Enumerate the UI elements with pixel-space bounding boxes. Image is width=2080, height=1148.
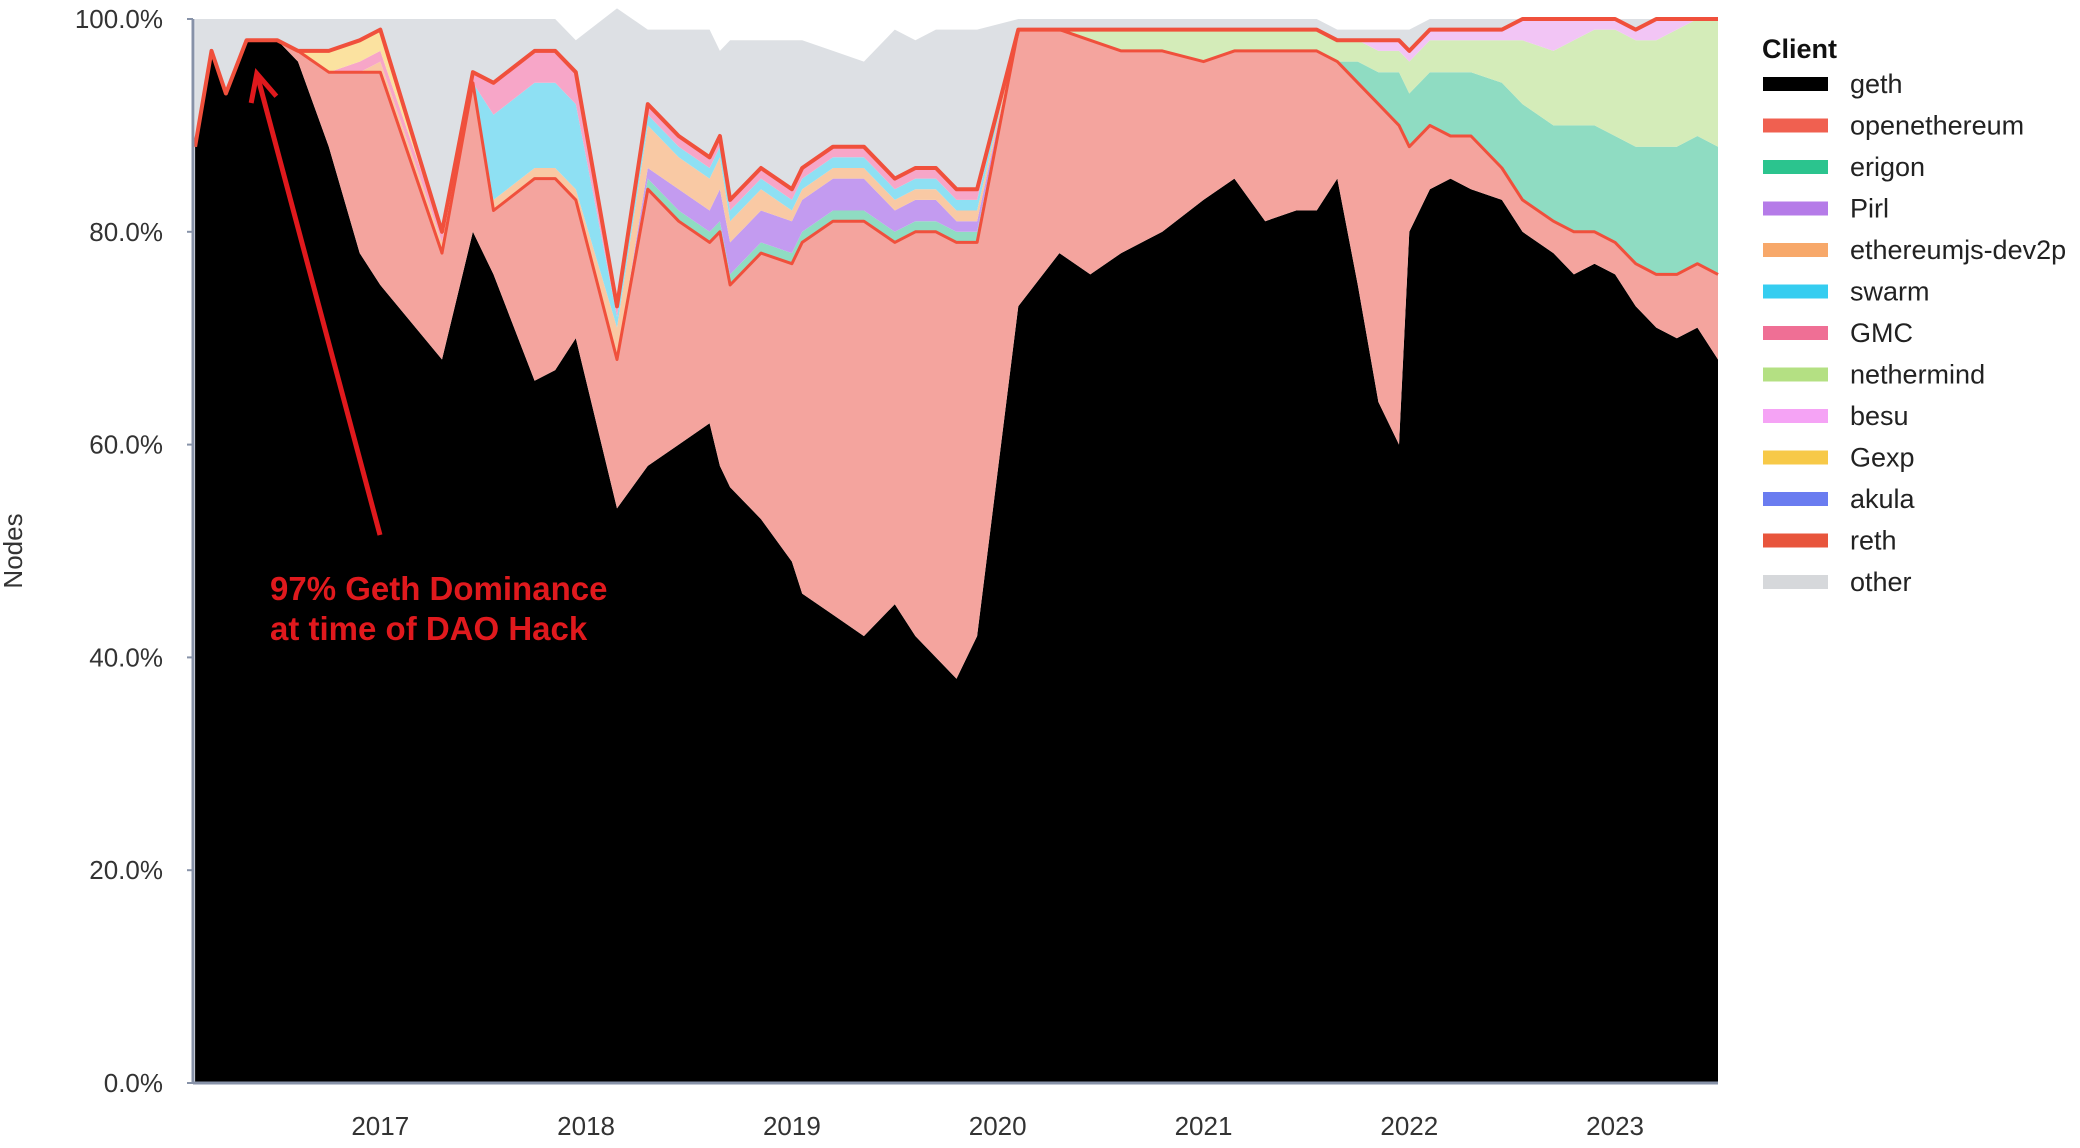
legend-swatch-geth	[1763, 77, 1828, 91]
legend-label-erigon: erigon	[1850, 152, 1925, 182]
series-area-openethereum	[195, 29, 1719, 679]
legend-label-akula: akula	[1850, 484, 1916, 514]
x-tick-label: 2017	[351, 1111, 409, 1141]
legend-swatch-gexp	[1763, 450, 1828, 465]
x-tick-label: 2023	[1586, 1111, 1644, 1141]
legend-title: Client	[1762, 34, 1837, 64]
legend-swatch-akula	[1763, 492, 1828, 506]
series-area-gmc	[195, 29, 1719, 317]
x-axis: 2017 2018 2019 2020 2021 2022 2023	[193, 1081, 1718, 1141]
annotation-arrow-shaft	[254, 72, 383, 536]
x-tick-label: 2021	[1175, 1111, 1233, 1141]
legend-label-ethereumjs-dev2p: ethereumjs-dev2p	[1850, 235, 2066, 265]
dao-hack-annotation: 97% Geth Dominance at time of DAO Hack	[248, 68, 607, 647]
y-axis-title: Nodes	[0, 513, 28, 588]
y-tick-label: 40.0%	[89, 642, 163, 672]
y-tick-label: 0.0%	[104, 1068, 163, 1098]
legend-label-geth: geth	[1850, 69, 1903, 99]
annotation-arrow-head	[248, 68, 279, 104]
legend-label-besu: besu	[1850, 401, 1909, 431]
x-tick-label: 2019	[763, 1111, 821, 1141]
x-tick-label: 2020	[969, 1111, 1027, 1141]
plot-area	[193, 8, 1719, 1083]
x-tick-label: 2022	[1380, 1111, 1438, 1141]
boundary-line-openethereum	[193, 28, 1719, 361]
y-axis: 0.0% 20.0% 40.0% 60.0% 80.0% 100.0%	[75, 4, 195, 1098]
legend-label-gexp: Gexp	[1850, 443, 1915, 473]
legend-swatch-ethereumjs-dev2p	[1763, 243, 1828, 257]
y-tick-label: 20.0%	[89, 855, 163, 885]
y-tick-label: 100.0%	[75, 4, 163, 34]
legend-swatch-besu	[1763, 409, 1828, 423]
legend-label-nethermind: nethermind	[1850, 360, 1985, 390]
x-tick-label: 2018	[557, 1111, 615, 1141]
legend-swatch-pirl	[1763, 201, 1828, 216]
legend-swatch-erigon	[1763, 160, 1828, 174]
legend-label-swarm: swarm	[1850, 277, 1930, 307]
series-area-swarm	[195, 29, 1719, 328]
legend-label-reth: reth	[1850, 526, 1897, 556]
series-area-other	[195, 8, 1719, 307]
legend-label-openethereum: openethereum	[1850, 111, 2024, 141]
legend-label-pirl: Pirl	[1850, 194, 1889, 224]
annotation-line-2: at time of DAO Hack	[270, 610, 588, 647]
legend-swatch-nethermind	[1763, 367, 1828, 382]
legend-label-other: other	[1850, 567, 1912, 597]
series-area-nethermind	[195, 19, 1719, 307]
legend-swatch-other	[1763, 575, 1828, 589]
legend-swatch-gmc	[1763, 326, 1828, 340]
series-area-gexp	[195, 19, 1719, 307]
legend-swatch-swarm	[1763, 284, 1828, 299]
boundary-line-clients-total	[193, 17, 1718, 309]
legend-swatch-openethereum	[1763, 118, 1828, 133]
y-tick-label: 60.0%	[89, 430, 163, 460]
y-tick-label: 80.0%	[89, 217, 163, 247]
series-area-geth	[195, 40, 1719, 1083]
legend-label-gmc: GMC	[1850, 318, 1913, 348]
legend-swatch-reth	[1763, 533, 1828, 548]
legend: Client geth openethereum erigon Pirl ethereu…	[1762, 34, 2066, 597]
annotation-line-1: 97% Geth Dominance	[270, 570, 607, 607]
